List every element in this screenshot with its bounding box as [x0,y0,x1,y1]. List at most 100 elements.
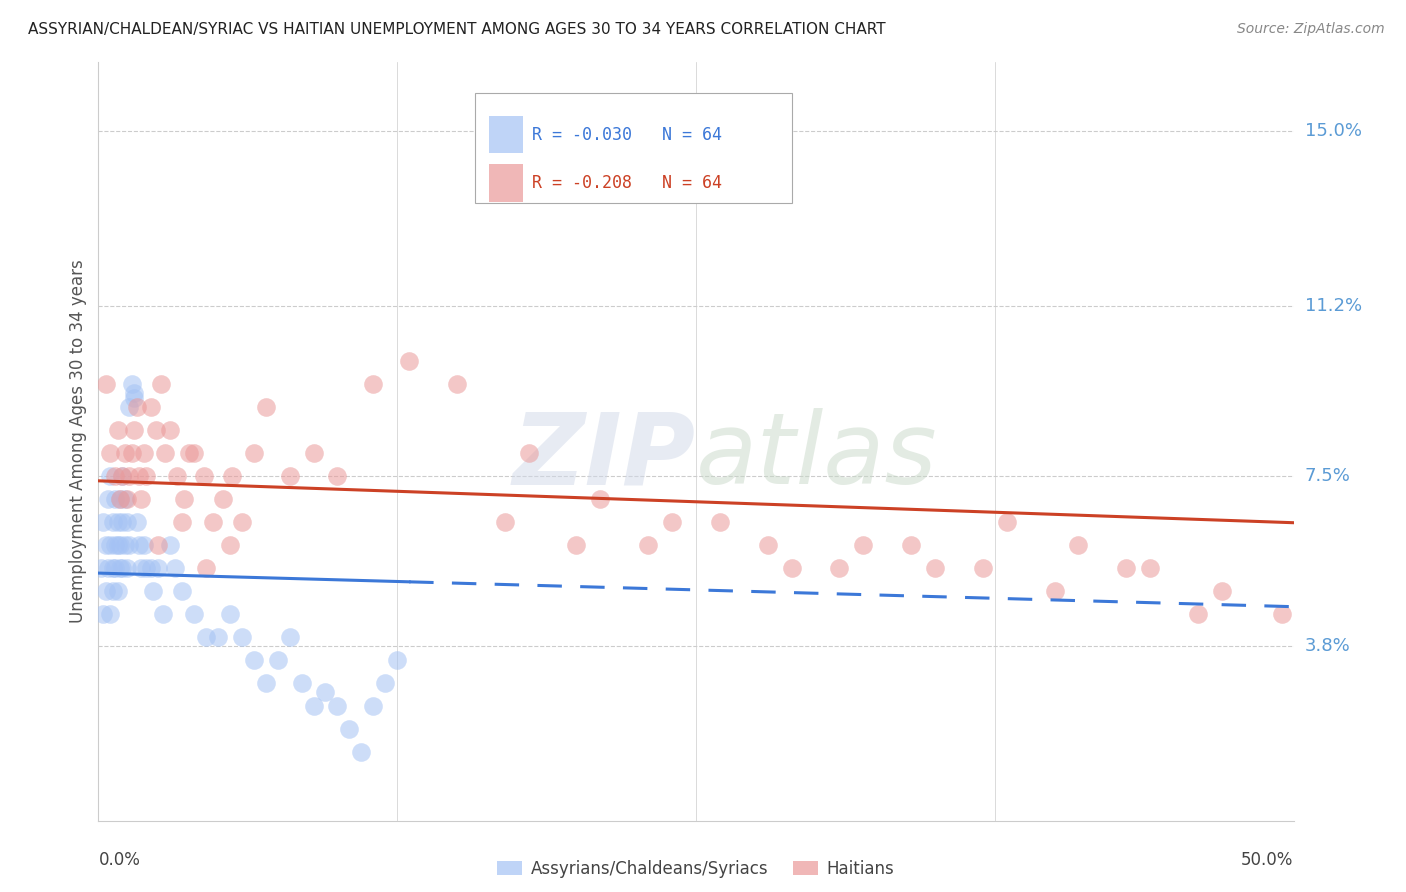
Point [101,583,124,598]
Point [132,446,155,460]
Point [139,561,162,575]
Point [98,538,122,552]
Point [637,538,659,552]
Point [111,515,134,529]
Point [326,698,349,713]
Point [108,491,131,506]
Point [107,515,129,529]
Point [128,538,150,552]
Point [315,685,337,699]
Point [172,515,194,529]
Point [267,653,290,667]
Point [115,561,138,575]
Point [166,469,188,483]
Point [231,515,253,529]
Point [1115,561,1137,575]
Text: 3.8%: 3.8% [1305,637,1350,655]
Point [195,561,218,575]
Point [780,561,803,575]
Point [124,423,146,437]
Point [107,583,129,598]
Point [121,377,143,392]
Point [202,515,225,529]
Point [900,538,922,552]
Point [374,675,396,690]
Point [104,469,127,483]
Point [104,561,127,575]
Point [118,469,141,483]
Text: R = -0.030   N = 64: R = -0.030 N = 64 [533,126,723,144]
Point [131,561,153,575]
Point [363,377,385,392]
Point [1187,607,1209,621]
Point [131,491,153,506]
Point [326,469,349,483]
Point [132,538,155,552]
Point [1067,538,1090,552]
Point [302,446,325,460]
Point [148,538,170,552]
Point [972,561,994,575]
Point [155,446,177,460]
Point [278,469,301,483]
Point [243,653,266,667]
Point [152,607,174,621]
FancyBboxPatch shape [475,93,792,202]
Point [1271,607,1294,621]
Point [90,561,112,575]
Point [94,583,117,598]
Y-axis label: Unemployment Among Ages 30 to 34 years: Unemployment Among Ages 30 to 34 years [69,260,87,624]
Point [924,561,946,575]
Point [173,491,195,506]
Point [221,469,243,483]
Text: 15.0%: 15.0% [1305,122,1361,140]
Point [149,377,172,392]
Point [254,400,277,414]
Point [104,491,127,506]
Point [852,538,875,552]
Text: 50.0%: 50.0% [1241,851,1294,869]
Point [108,538,131,552]
Point [350,745,373,759]
Point [446,377,468,392]
Point [398,354,420,368]
Point [135,469,157,483]
Point [135,561,157,575]
Point [339,722,361,736]
Point [179,446,201,460]
Point [125,515,148,529]
Point [756,538,779,552]
Text: ASSYRIAN/CHALDEAN/SYRIAC VS HAITIAN UNEMPLOYMENT AMONG AGES 30 TO 34 YEARS CORRE: ASSYRIAN/CHALDEAN/SYRIAC VS HAITIAN UNEM… [28,22,886,37]
Point [111,561,134,575]
Point [91,607,114,621]
Point [145,423,167,437]
Point [183,446,205,460]
Point [243,446,266,460]
Point [94,377,117,392]
Text: 7.5%: 7.5% [1305,467,1351,485]
Point [108,561,131,575]
Point [302,698,325,713]
Point [219,607,242,621]
Point [114,538,136,552]
Point [142,583,165,598]
FancyBboxPatch shape [489,164,523,202]
Point [1043,583,1066,598]
Point [114,446,136,460]
Point [254,675,277,690]
Point [91,515,114,529]
Point [385,653,409,667]
Point [1139,561,1161,575]
Point [995,515,1018,529]
Point [97,491,120,506]
Legend: Assyrians/Chaldeans/Syriacs, Haitians: Assyrians/Chaldeans/Syriacs, Haitians [491,853,901,884]
Point [98,469,122,483]
Point [565,538,588,552]
Point [207,630,229,644]
Point [159,423,181,437]
Point [1211,583,1233,598]
Point [139,400,162,414]
Text: ZIP: ZIP [513,409,696,505]
Point [124,386,146,401]
Point [118,538,141,552]
